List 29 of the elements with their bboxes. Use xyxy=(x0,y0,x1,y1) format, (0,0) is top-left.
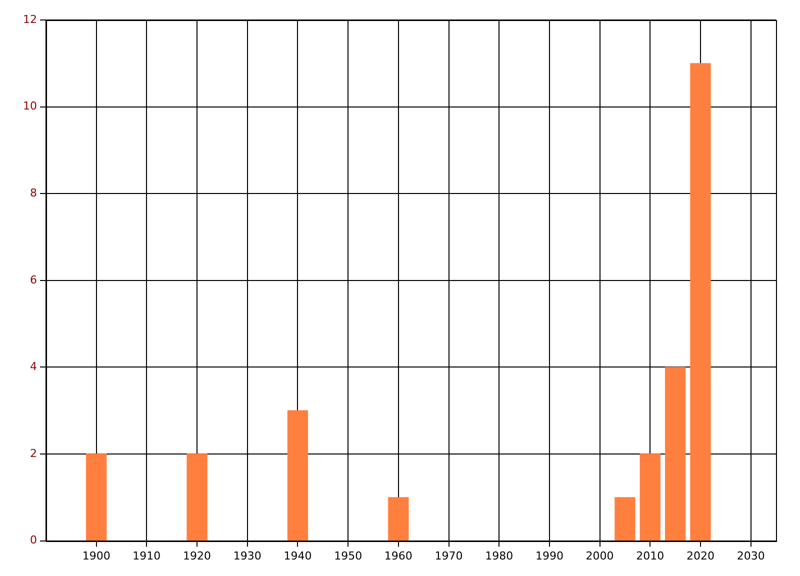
x-tick-label: 2020 xyxy=(686,549,714,562)
x-tick-label: 2010 xyxy=(636,549,664,562)
y-tick-label: 0 xyxy=(30,534,37,547)
x-tick-label: 1990 xyxy=(535,549,564,562)
x-tick-label: 1980 xyxy=(485,549,514,562)
x-tick-label: 1920 xyxy=(183,549,212,562)
bar xyxy=(640,454,660,541)
x-tick-label: 2030 xyxy=(736,549,765,562)
bar xyxy=(614,497,636,541)
bar xyxy=(287,410,308,541)
y-tick-label: 4 xyxy=(30,360,37,374)
y-tick-label: 6 xyxy=(30,273,37,286)
x-tick-label: 2000 xyxy=(586,549,614,562)
x-tick-label: 1930 xyxy=(233,549,262,562)
bar xyxy=(186,454,208,541)
y-tick-label: 12 xyxy=(22,12,37,26)
x-tick-label: 1910 xyxy=(132,549,161,562)
y-tick-label: 8 xyxy=(30,186,37,200)
x-tick-label: 1960 xyxy=(384,549,412,562)
x-tick-label: 1900 xyxy=(82,549,110,562)
bar xyxy=(690,63,711,541)
x-tick-label: 1940 xyxy=(284,549,312,562)
y-tick-label: 10 xyxy=(22,100,37,113)
x-tick-label: 1950 xyxy=(334,549,362,562)
bar xyxy=(86,454,107,541)
y-tick-label: 2 xyxy=(30,446,37,460)
bar xyxy=(388,497,409,541)
x-tick-label: 1970 xyxy=(434,549,463,562)
bar xyxy=(664,366,686,541)
